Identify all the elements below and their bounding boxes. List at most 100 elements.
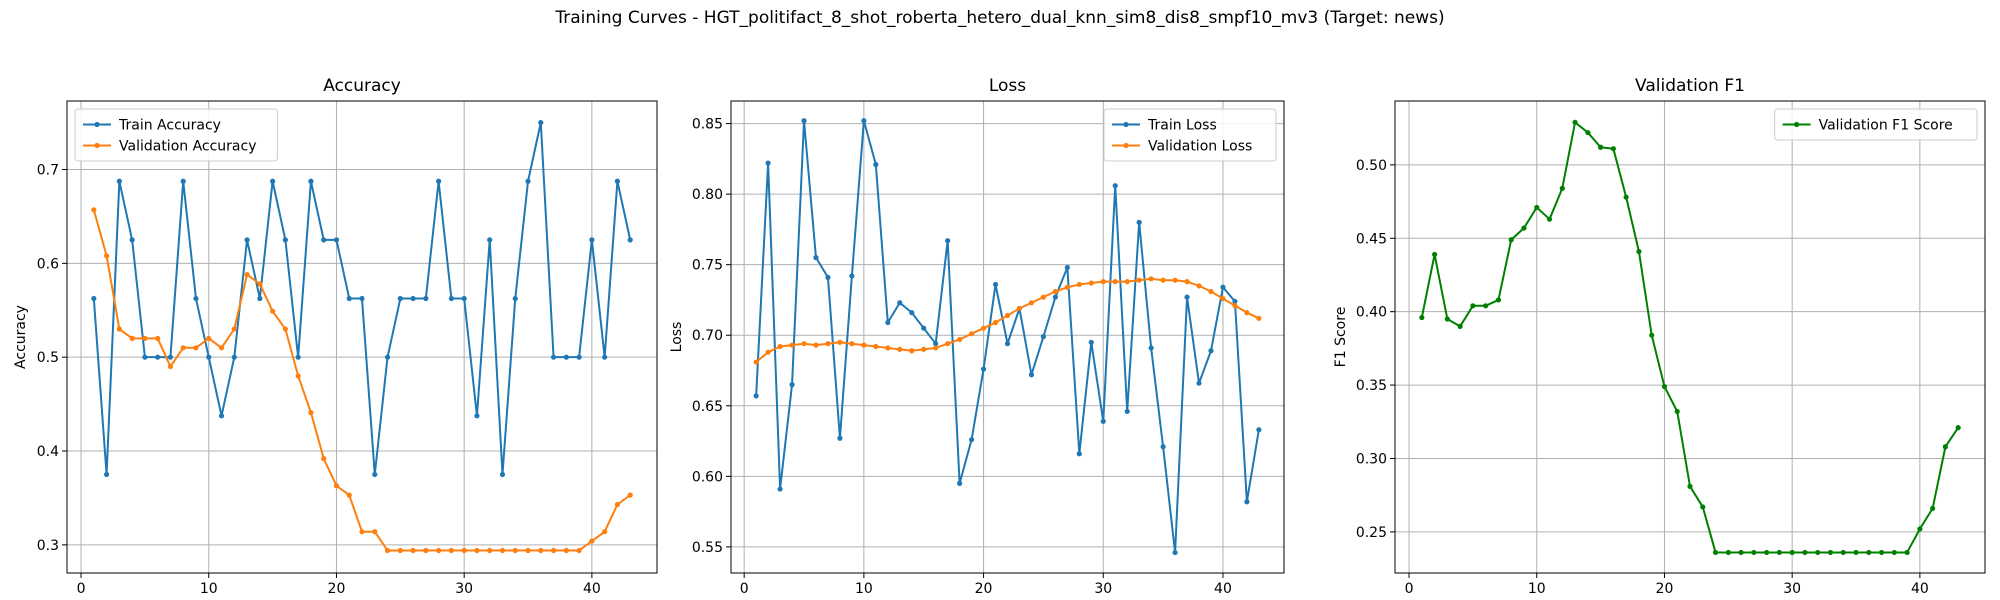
data-point [423,295,429,302]
data-point [155,335,161,342]
data-point [801,341,807,347]
legend: Train Accuracy Validation Accuracy [74,108,278,162]
data-point [512,295,518,302]
data-point [1028,372,1035,378]
y-tick-label: 0.30 [1356,451,1387,467]
data-point [244,237,250,243]
data-point [1064,264,1070,271]
x-tick-label: 20 [328,581,346,597]
data-point [1712,549,1719,556]
data-point [813,255,819,261]
data-point [218,345,225,351]
data-point [372,529,378,535]
data-point [487,237,493,243]
data-point [897,346,903,352]
data-point [1220,295,1226,302]
data-point [1853,549,1859,556]
data-point [499,547,506,554]
data-point [1827,549,1834,556]
legend-frame [74,108,278,162]
data-point [397,295,403,302]
data-point [968,437,975,443]
data-point [180,178,186,184]
data-point [1124,408,1130,415]
data-point [837,435,843,441]
data-point [461,295,467,302]
data-point [602,529,608,535]
data-point [1866,549,1872,556]
data-point [193,345,199,351]
chart-title: Validation F1 [1635,76,1745,96]
data-point [1088,280,1094,286]
data-point [1184,294,1190,300]
data-point [1148,276,1154,282]
data-point [308,409,314,416]
legend: Train Loss Validation Loss [1103,108,1277,162]
data-point [321,455,327,462]
data-point [1172,549,1178,556]
data-point [218,413,225,419]
data-point [1649,332,1655,338]
data-point [103,253,110,259]
data-point [945,238,951,244]
legend: Validation F1 Score [1774,108,1978,141]
chart-3: 0 10 20 30 40 0.25 0.30 0.35 0.40 0.45 0.50 Validat… [1333,76,1986,597]
data-point [282,326,288,332]
data-point [1196,283,1202,289]
data-point [873,343,879,350]
data-point [1559,185,1565,191]
data-point [885,319,891,326]
data-point [1040,294,1047,300]
data-point [103,471,110,478]
data-point [91,295,97,302]
data-point [1572,119,1578,125]
y-tick-label: 0.55 [692,540,723,556]
x-tick-label: 30 [1783,581,1801,597]
data-point [563,354,569,360]
data-point [142,354,148,360]
data-point [909,310,915,316]
data-point [1444,316,1450,322]
chart-title: Accuracy [323,76,401,96]
x-tick-label: 0 [77,581,86,597]
data-point [1160,277,1166,283]
data-point [142,335,148,342]
data-point [155,354,161,360]
data-point [1004,312,1011,319]
data-point [1457,323,1463,329]
data-point [91,207,97,213]
data-point [436,178,442,184]
data-point [1815,549,1821,556]
data-point [1208,348,1214,354]
data-point [837,339,843,345]
data-point [1764,549,1770,556]
x-tick-label: 40 [583,581,601,597]
y-tick-label: 0.7 [37,163,59,179]
data-point [1112,183,1118,189]
data-point [849,341,855,347]
data-point [777,486,783,492]
y-tick-label: 0.75 [692,258,723,274]
x-tick-label: 30 [1094,581,1112,597]
y-axis-label: Loss [669,322,685,353]
data-point [1256,427,1262,433]
y-tick-label: 0.50 [1356,158,1387,174]
y-tick-label: 0.40 [1356,305,1387,321]
data-point [992,281,999,288]
y-tick-label: 0.70 [692,328,723,344]
y-tick-label: 0.85 [692,117,723,133]
data-point [525,178,531,184]
y-tick-label: 0.25 [1356,525,1387,541]
data-point [1891,549,1897,556]
x-tick-label: 10 [855,581,873,597]
data-point [1470,303,1476,309]
data-point [873,161,879,168]
data-point [789,382,795,388]
data-point [1930,505,1936,512]
data-point [333,483,340,489]
data-point [957,336,963,343]
data-point [627,237,633,243]
series-line-2 [92,209,631,552]
data-point [372,471,378,478]
data-point [359,529,365,535]
